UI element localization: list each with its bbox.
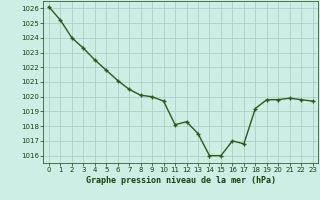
- X-axis label: Graphe pression niveau de la mer (hPa): Graphe pression niveau de la mer (hPa): [86, 176, 276, 185]
